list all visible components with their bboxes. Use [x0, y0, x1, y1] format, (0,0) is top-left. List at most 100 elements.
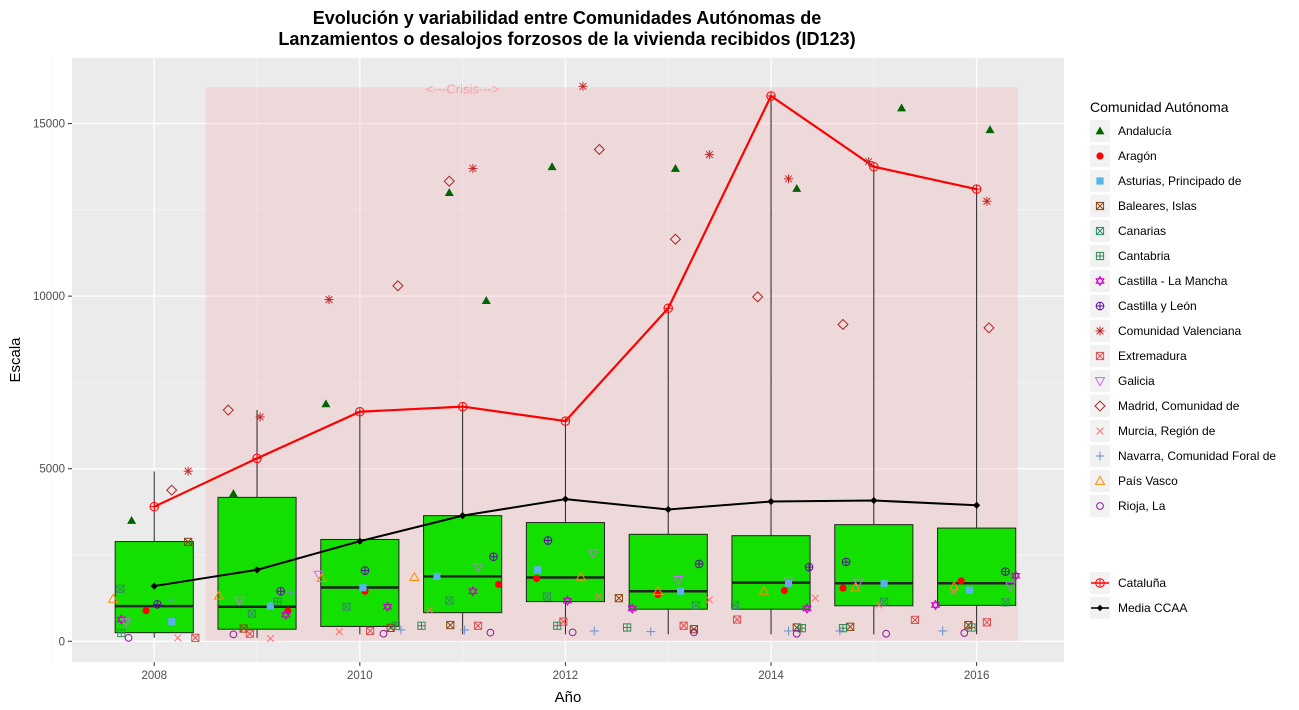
point-Madrid, Comunidad de: [222, 404, 234, 416]
point-Canarias: [542, 592, 552, 601]
point-Cantabria: [391, 621, 400, 630]
point-Castilla - La Mancha: [802, 603, 812, 614]
point-Canarias: [730, 600, 740, 610]
point-Castilla - La Mancha: [627, 603, 638, 614]
line-point: [767, 497, 775, 506]
point-Rioja, La: [960, 629, 969, 637]
point-Asturias, Principado de: [359, 584, 367, 592]
x-tick-label: 2016: [964, 670, 990, 682]
legend-label: Murcia, Región de: [1118, 424, 1216, 438]
point-Murcia, Región de: [335, 627, 344, 636]
legend-key-Asturias, Principado de: [1096, 177, 1104, 185]
line-point: [149, 501, 159, 512]
point-Extremadura: [473, 621, 483, 630]
point-Madrid, Comunidad de: [593, 143, 606, 156]
point-Murcia, Región de: [426, 606, 434, 614]
x-tick-label: 2008: [141, 670, 167, 682]
point-Madrid, Comunidad de: [392, 280, 404, 292]
box-2009: [217, 496, 297, 630]
legend-key-Comunidad Valenciana: [1095, 326, 1105, 336]
y-tick-label: 10000: [33, 291, 65, 303]
point-País Vasco: [758, 585, 770, 595]
point-Comunidad Valenciana: [255, 412, 265, 422]
x-axis-title: Año: [555, 689, 582, 706]
point-Aragón: [533, 574, 541, 583]
point-Baleares, Islas: [614, 594, 623, 603]
point-País Vasco: [408, 571, 420, 581]
point-Galicia: [587, 549, 599, 559]
point-Aragón: [839, 584, 847, 592]
point-Castilla y León: [152, 600, 162, 609]
line-point: [971, 184, 982, 194]
point-Asturias, Principado de: [784, 579, 793, 587]
legend-key-Navarra, Comunidad Foral de: [1095, 451, 1105, 461]
point-Comunidad Valenciana: [982, 196, 992, 206]
point-Murcia, Región de: [950, 587, 958, 595]
legend-key-bg: [1090, 470, 1110, 492]
point-País Vasco: [948, 580, 960, 591]
point-Navarra, Comunidad Foral de: [938, 626, 948, 636]
legend-label: Cantabria: [1118, 249, 1170, 263]
point-Comunidad Valenciana: [784, 174, 794, 184]
point-Andalucía: [897, 103, 907, 112]
point-Navarra, Comunidad Foral de: [646, 627, 656, 637]
y-tick-label: 5000: [39, 464, 65, 476]
point-Murcia, Región de: [594, 592, 603, 601]
box-2013: [628, 533, 708, 610]
point-Madrid, Comunidad de: [752, 291, 764, 303]
line-point: [459, 512, 467, 520]
point-Asturias, Principado de: [534, 566, 542, 574]
point-Comunidad Valenciana: [324, 295, 334, 305]
point-Cantabria: [273, 597, 282, 606]
crisis-label: <---Crisis--->: [426, 81, 500, 96]
point-Comunidad Valenciana: [468, 163, 478, 173]
point-Asturias, Principado de: [168, 618, 176, 626]
point-Murcia, Región de: [174, 634, 182, 642]
boxplots: [114, 95, 1017, 638]
point-Cantabria: [553, 621, 562, 630]
point-Aragón: [142, 606, 150, 615]
legend-key-bg: [1090, 270, 1110, 292]
point-Murcia, Región de: [811, 594, 819, 602]
line-point: [355, 407, 365, 417]
point-Cantabria: [117, 628, 126, 638]
point-Cantabria: [797, 624, 806, 633]
point-Galicia: [1005, 582, 1016, 592]
point-Extremadura: [191, 633, 200, 642]
point-Canarias: [116, 584, 125, 593]
legend-key-bg: [1090, 395, 1110, 417]
point-Castilla y León: [804, 562, 814, 572]
point-Galicia: [783, 577, 794, 587]
point-País Vasco: [316, 572, 328, 583]
line-point: [356, 537, 364, 545]
legend-key-Andalucía: [1095, 126, 1105, 135]
legend-label: Rioja, La: [1118, 499, 1166, 513]
legend-label: Castilla - La Mancha: [1118, 274, 1228, 288]
point-Rioja, La: [229, 630, 238, 639]
point-Galicia: [853, 578, 864, 589]
point-Extremadura: [559, 617, 568, 626]
x-tick-label: 2012: [553, 670, 579, 682]
legend-key-Canarias: [1095, 226, 1105, 236]
point-Navarra, Comunidad Foral de: [396, 625, 406, 635]
point-Castilla y León: [543, 536, 553, 545]
line-point: [664, 505, 672, 514]
point-Madrid, Comunidad de: [669, 233, 682, 245]
point-Cantabria: [967, 623, 976, 632]
chart-title: Evolución y variabilidad entre Comunidad…: [313, 8, 821, 28]
point-Rioja, La: [792, 629, 801, 638]
legend-key-Rioja, La: [1096, 502, 1104, 510]
point-Madrid, Comunidad de: [443, 175, 455, 187]
line-point: [253, 566, 261, 574]
point-Rioja, La: [568, 628, 577, 637]
point-Navarra, Comunidad Foral de: [460, 625, 470, 635]
legend-key-Madrid, Comunidad de: [1094, 400, 1106, 412]
y-tick-label: 15000: [33, 119, 65, 131]
point-Galicia: [472, 563, 484, 573]
legend-title: Comunidad Autónoma: [1090, 99, 1229, 115]
point-Asturias, Principado de: [266, 602, 274, 610]
point-Andalucía: [228, 489, 238, 497]
point-Aragón: [957, 577, 965, 585]
point-Rioja, La: [486, 628, 495, 637]
point-Comunidad Valenciana: [864, 157, 874, 167]
